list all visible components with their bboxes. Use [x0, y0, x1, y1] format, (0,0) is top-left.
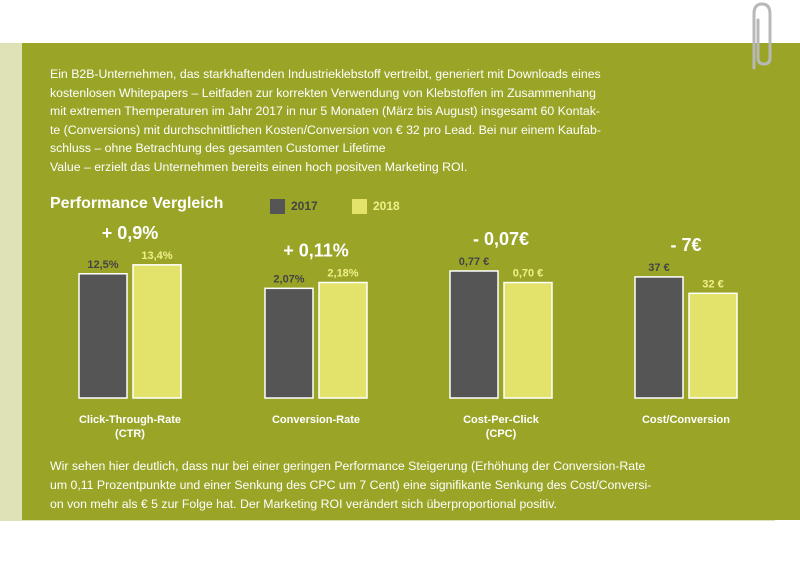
value-label: 12,5%: [87, 259, 118, 271]
legend-label-2017: 2017: [291, 199, 318, 213]
value-label: 0,77 €: [459, 256, 490, 268]
delta-label: + 0,11%: [283, 241, 349, 261]
value-label: 0,70 €: [513, 268, 544, 280]
intro-paragraph: Ein B2B-Unternehmen, das starkhaftenden …: [50, 67, 601, 174]
legend-swatch-2018: [352, 198, 367, 214]
bar-4-2017: [634, 276, 684, 399]
bar-2-2017: [264, 287, 314, 399]
legend-item-2017: 2017: [270, 197, 318, 215]
category-label: Cost-Per-Click: [463, 414, 540, 426]
legend-swatch-2017: [270, 198, 285, 214]
value-label: 2,18%: [327, 268, 358, 280]
category-label: Conversion-Rate: [272, 414, 360, 426]
delta-label: - 0,07€: [473, 229, 529, 249]
chart-title: Performance Vergleich: [50, 195, 224, 212]
category-label: (CPC): [486, 428, 517, 440]
delta-label: - 7€: [670, 235, 701, 255]
paperclip-icon: [752, 2, 772, 70]
bar-3-2018: [503, 281, 553, 399]
category-label: (CTR): [115, 428, 145, 440]
value-label: 32 €: [702, 278, 723, 290]
value-label: 2,07%: [273, 273, 304, 285]
category-label: Click-Through-Rate: [79, 414, 181, 426]
delta-label: + 0,9%: [102, 223, 159, 243]
bar-4-2018: [688, 292, 738, 399]
value-label: 13,4%: [141, 250, 172, 262]
bar-3-2017: [449, 270, 499, 399]
value-label: 37 €: [648, 262, 669, 274]
conclusion-paragraph: Wir sehen hier deutlich, dass nur bei ei…: [50, 459, 652, 511]
bar-2-2018: [318, 281, 368, 399]
category-label: Cost/Conversion: [642, 414, 730, 426]
bar-1-2017: [78, 273, 128, 399]
legend-item-2018: 2018: [352, 197, 400, 215]
bar-1-2018: [132, 264, 182, 399]
legend-label-2018: 2018: [373, 199, 400, 213]
